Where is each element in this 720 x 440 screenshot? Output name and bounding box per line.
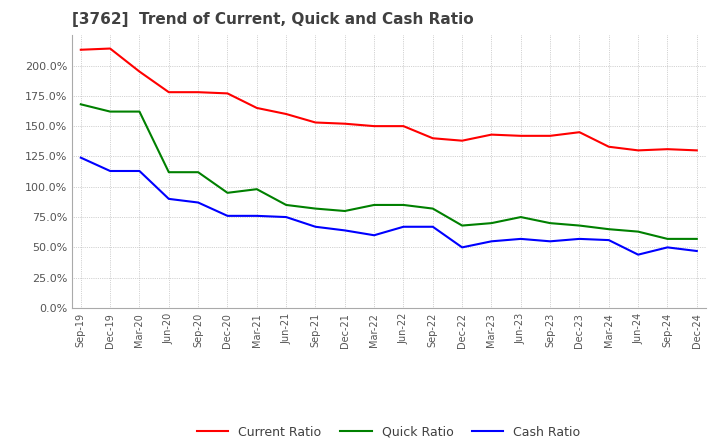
Current Ratio bbox=[516, 133, 525, 139]
Quick Ratio bbox=[311, 206, 320, 211]
Cash Ratio bbox=[634, 252, 642, 257]
Cash Ratio bbox=[487, 238, 496, 244]
Current Ratio bbox=[223, 91, 232, 96]
Current Ratio bbox=[282, 111, 290, 117]
Current Ratio bbox=[194, 90, 202, 95]
Current Ratio bbox=[311, 120, 320, 125]
Current Ratio bbox=[575, 129, 584, 135]
Cash Ratio bbox=[428, 224, 437, 229]
Current Ratio bbox=[458, 138, 467, 143]
Quick Ratio bbox=[370, 202, 379, 208]
Legend: Current Ratio, Quick Ratio, Cash Ratio: Current Ratio, Quick Ratio, Cash Ratio bbox=[192, 421, 585, 440]
Quick Ratio bbox=[634, 229, 642, 234]
Quick Ratio bbox=[106, 109, 114, 114]
Cash Ratio bbox=[282, 214, 290, 220]
Cash Ratio bbox=[194, 200, 202, 205]
Cash Ratio bbox=[458, 245, 467, 250]
Quick Ratio bbox=[458, 223, 467, 228]
Cash Ratio bbox=[370, 233, 379, 238]
Quick Ratio bbox=[663, 236, 672, 242]
Current Ratio bbox=[399, 124, 408, 129]
Cash Ratio bbox=[575, 236, 584, 242]
Line: Current Ratio: Current Ratio bbox=[81, 48, 697, 150]
Current Ratio bbox=[693, 148, 701, 153]
Quick Ratio bbox=[546, 220, 554, 226]
Current Ratio bbox=[370, 124, 379, 129]
Line: Quick Ratio: Quick Ratio bbox=[81, 104, 697, 239]
Cash Ratio bbox=[253, 213, 261, 219]
Current Ratio bbox=[634, 148, 642, 153]
Current Ratio bbox=[341, 121, 349, 126]
Quick Ratio bbox=[399, 202, 408, 208]
Cash Ratio bbox=[693, 248, 701, 253]
Quick Ratio bbox=[164, 169, 173, 175]
Quick Ratio bbox=[194, 169, 202, 175]
Quick Ratio bbox=[516, 214, 525, 220]
Text: [3762]  Trend of Current, Quick and Cash Ratio: [3762] Trend of Current, Quick and Cash … bbox=[72, 12, 474, 27]
Quick Ratio bbox=[341, 209, 349, 214]
Cash Ratio bbox=[223, 213, 232, 219]
Current Ratio bbox=[428, 136, 437, 141]
Current Ratio bbox=[76, 47, 85, 52]
Cash Ratio bbox=[546, 238, 554, 244]
Line: Cash Ratio: Cash Ratio bbox=[81, 158, 697, 255]
Cash Ratio bbox=[663, 245, 672, 250]
Cash Ratio bbox=[605, 238, 613, 243]
Quick Ratio bbox=[693, 236, 701, 242]
Quick Ratio bbox=[282, 202, 290, 208]
Current Ratio bbox=[164, 90, 173, 95]
Cash Ratio bbox=[311, 224, 320, 229]
Current Ratio bbox=[253, 105, 261, 110]
Quick Ratio bbox=[223, 190, 232, 195]
Quick Ratio bbox=[135, 109, 144, 114]
Current Ratio bbox=[135, 69, 144, 74]
Current Ratio bbox=[663, 147, 672, 152]
Quick Ratio bbox=[575, 223, 584, 228]
Cash Ratio bbox=[399, 224, 408, 229]
Quick Ratio bbox=[487, 220, 496, 226]
Quick Ratio bbox=[76, 102, 85, 107]
Current Ratio bbox=[487, 132, 496, 137]
Cash Ratio bbox=[516, 236, 525, 242]
Quick Ratio bbox=[605, 227, 613, 232]
Quick Ratio bbox=[253, 187, 261, 192]
Cash Ratio bbox=[164, 196, 173, 202]
Current Ratio bbox=[106, 46, 114, 51]
Cash Ratio bbox=[135, 169, 144, 174]
Quick Ratio bbox=[428, 206, 437, 211]
Cash Ratio bbox=[341, 228, 349, 233]
Current Ratio bbox=[605, 144, 613, 150]
Cash Ratio bbox=[76, 155, 85, 160]
Cash Ratio bbox=[106, 169, 114, 174]
Current Ratio bbox=[546, 133, 554, 139]
